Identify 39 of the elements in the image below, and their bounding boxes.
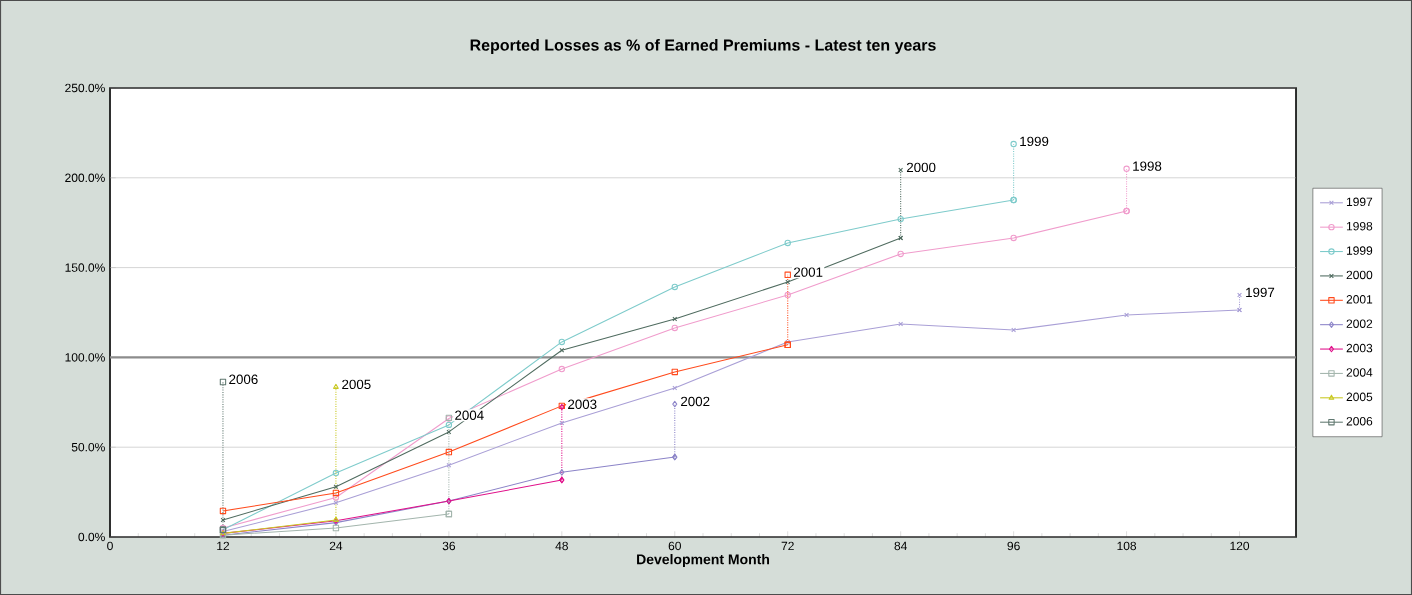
annotation: 1999 bbox=[1020, 136, 1049, 147]
y-tick-label: 150.0% bbox=[65, 263, 105, 272]
annotation: 2005 bbox=[342, 379, 371, 390]
y-tick-label: 100.0% bbox=[65, 353, 105, 362]
annotation: 2006 bbox=[229, 374, 258, 385]
annotation: 2004 bbox=[455, 410, 484, 420]
y-tick-label: 200.0% bbox=[65, 173, 105, 183]
annotation: 2000 bbox=[906, 162, 936, 173]
x-tick-label: 84 bbox=[894, 541, 907, 551]
legend-label: 2000 bbox=[1346, 270, 1373, 280]
x-tick-label: 48 bbox=[555, 541, 568, 551]
legend-label: 1997 bbox=[1346, 197, 1373, 207]
y-tick-label: 0.0% bbox=[78, 532, 105, 542]
legend-label: 2001 bbox=[1346, 295, 1373, 304]
legend-label: 1998 bbox=[1346, 221, 1373, 231]
x-tick-label: 12 bbox=[217, 541, 230, 551]
x-tick-label: 36 bbox=[442, 541, 456, 551]
annotation: 2002 bbox=[681, 396, 710, 407]
x-tick-label: 72 bbox=[781, 541, 794, 551]
x-tick-label: 108 bbox=[1117, 541, 1137, 551]
y-tick-label: 50.0% bbox=[71, 442, 105, 452]
legend-label: 2003 bbox=[1346, 343, 1373, 353]
x-tick-label: 96 bbox=[1007, 541, 1020, 551]
x-axis-title: Development Month bbox=[637, 554, 770, 568]
annotation: 2001 bbox=[793, 267, 823, 277]
y-tick-label: 250.0% bbox=[65, 83, 105, 93]
annotation: 1997 bbox=[1246, 287, 1275, 298]
annotation: 2003 bbox=[568, 399, 597, 409]
x-tick-label: 60 bbox=[668, 541, 681, 551]
chart-title: Reported Losses as % of Earned Premiums - Latest ten years bbox=[470, 39, 936, 54]
legend-label: 2002 bbox=[1346, 319, 1373, 328]
x-tick-label: 120 bbox=[1230, 541, 1250, 551]
x-tick-label: 24 bbox=[329, 541, 343, 551]
legend-label: 1999 bbox=[1346, 246, 1373, 255]
legend-label: 2004 bbox=[1346, 368, 1373, 377]
annotation: 1998 bbox=[1133, 161, 1162, 171]
legend-label: 2006 bbox=[1346, 416, 1373, 426]
legend-label: 2005 bbox=[1346, 392, 1373, 402]
x-tick-label: 0 bbox=[107, 541, 113, 551]
